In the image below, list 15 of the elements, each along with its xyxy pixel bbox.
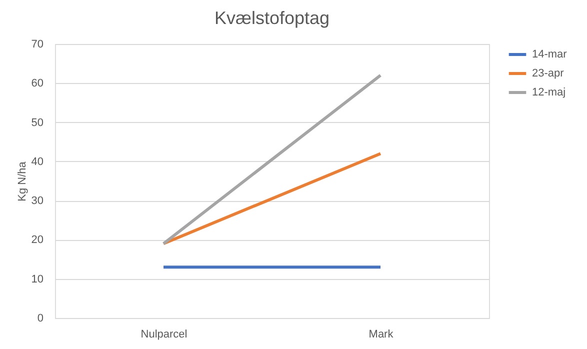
y-tick-label: 40 — [31, 156, 44, 168]
x-tick-label: Nulparcel — [140, 328, 188, 340]
y-tick-label: 30 — [31, 195, 44, 208]
legend-label: 12-maj — [532, 86, 566, 98]
y-tick-label: 60 — [31, 78, 44, 90]
y-tick-label: 10 — [31, 273, 44, 286]
y-tick-label: 20 — [31, 234, 44, 246]
chart-title: Kvælstofoptag — [214, 8, 330, 28]
legend-label: 14-mar — [532, 48, 568, 60]
y-axis-title: Kg N/ha — [16, 160, 28, 202]
y-tick-label: 50 — [31, 116, 44, 129]
x-tick-label: Mark — [368, 328, 394, 340]
y-tick-label: 70 — [31, 38, 44, 50]
y-tick-label: 0 — [37, 312, 44, 324]
legend-label: 23-apr — [532, 68, 564, 80]
